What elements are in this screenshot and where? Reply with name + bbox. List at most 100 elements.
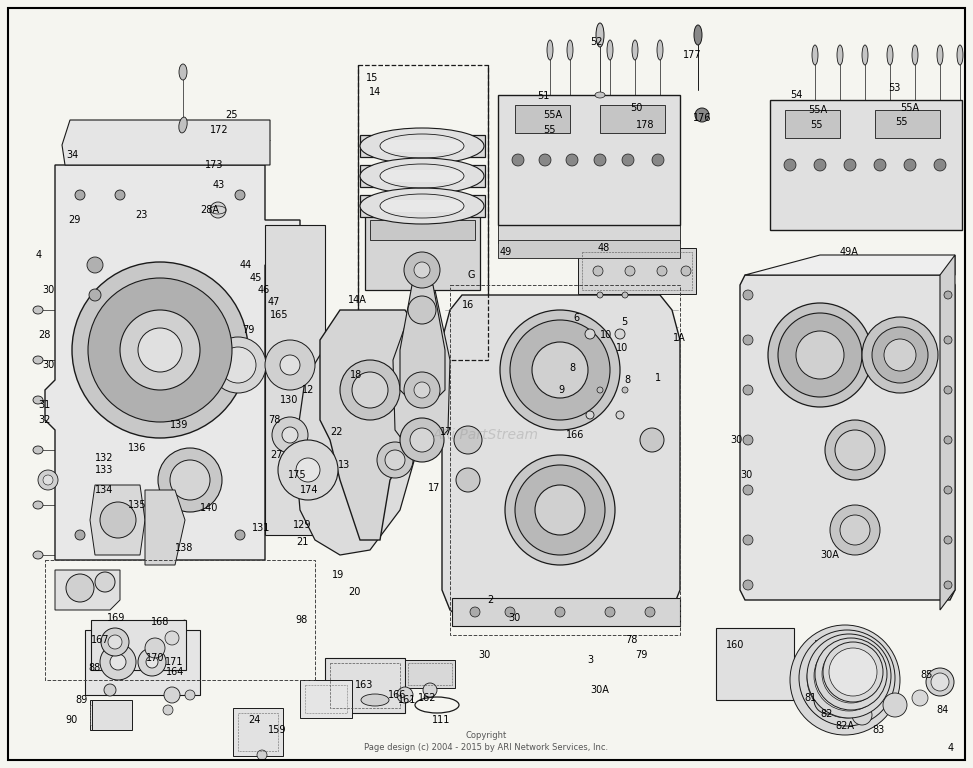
Text: 27: 27 <box>270 450 282 460</box>
Circle shape <box>115 530 125 540</box>
Text: 162: 162 <box>418 693 437 703</box>
Text: 3: 3 <box>587 655 594 665</box>
Circle shape <box>743 580 753 590</box>
Bar <box>365 215 480 290</box>
Circle shape <box>814 641 884 711</box>
Circle shape <box>645 607 655 617</box>
Circle shape <box>43 475 53 485</box>
Bar <box>582 252 692 290</box>
Circle shape <box>95 572 115 592</box>
Bar <box>515 105 570 133</box>
Circle shape <box>652 154 664 166</box>
Ellipse shape <box>360 188 484 224</box>
Text: 2: 2 <box>487 595 493 605</box>
Text: 166: 166 <box>566 430 585 440</box>
Ellipse shape <box>360 158 484 194</box>
Text: 49A: 49A <box>840 247 859 257</box>
Circle shape <box>108 635 122 649</box>
Bar <box>405 660 455 688</box>
Text: 79: 79 <box>635 650 647 660</box>
Polygon shape <box>400 285 445 400</box>
Text: 176: 176 <box>693 113 711 123</box>
Circle shape <box>235 190 245 200</box>
Bar <box>370 220 475 240</box>
Text: 47: 47 <box>268 297 280 307</box>
Bar <box>815 640 845 695</box>
Circle shape <box>539 154 551 166</box>
Bar <box>90 700 130 730</box>
Circle shape <box>404 252 440 288</box>
Text: 6: 6 <box>573 313 579 323</box>
Bar <box>85 630 200 695</box>
Bar <box>233 708 283 756</box>
Text: 111: 111 <box>432 715 450 725</box>
Text: 14A: 14A <box>348 295 367 305</box>
Circle shape <box>605 607 615 617</box>
Text: 10: 10 <box>600 330 612 340</box>
Polygon shape <box>62 120 270 165</box>
Bar <box>238 713 278 751</box>
Ellipse shape <box>547 40 553 60</box>
Ellipse shape <box>837 45 843 65</box>
Text: 45: 45 <box>250 273 263 283</box>
Ellipse shape <box>33 306 43 314</box>
Circle shape <box>88 278 232 422</box>
Circle shape <box>615 329 625 339</box>
Circle shape <box>454 426 482 454</box>
Circle shape <box>807 638 887 718</box>
Circle shape <box>790 625 900 735</box>
Circle shape <box>822 645 880 703</box>
Text: 159: 159 <box>268 725 286 735</box>
Circle shape <box>825 420 885 480</box>
Circle shape <box>515 465 605 555</box>
Bar <box>770 100 962 230</box>
Circle shape <box>796 331 844 379</box>
Text: 163: 163 <box>355 680 374 690</box>
Ellipse shape <box>33 501 43 509</box>
Text: 43: 43 <box>213 180 226 190</box>
Ellipse shape <box>33 551 43 559</box>
Bar <box>360 135 485 157</box>
Text: 14: 14 <box>369 87 381 97</box>
Circle shape <box>512 154 524 166</box>
Bar <box>785 110 840 138</box>
Text: 171: 171 <box>165 657 184 667</box>
Circle shape <box>158 448 222 512</box>
Text: 136: 136 <box>128 443 146 453</box>
Circle shape <box>743 335 753 345</box>
Circle shape <box>115 190 125 200</box>
Text: 88: 88 <box>88 663 100 673</box>
Text: 34: 34 <box>66 150 78 160</box>
Text: ARi PartStream: ARi PartStream <box>433 428 539 442</box>
Circle shape <box>272 417 308 453</box>
Ellipse shape <box>937 45 943 65</box>
Bar <box>716 628 794 700</box>
Text: Page design (c) 2004 - 2015 by ARI Network Services, Inc.: Page design (c) 2004 - 2015 by ARI Netwo… <box>364 743 608 753</box>
Text: 18: 18 <box>350 370 362 380</box>
Bar <box>45 560 315 680</box>
Text: 169: 169 <box>107 613 126 623</box>
Circle shape <box>597 387 603 393</box>
Text: 44: 44 <box>240 260 252 270</box>
Circle shape <box>296 458 320 482</box>
Circle shape <box>840 515 870 545</box>
Circle shape <box>820 692 836 708</box>
Text: 20: 20 <box>348 587 360 597</box>
Circle shape <box>414 382 430 398</box>
Circle shape <box>944 581 952 589</box>
Circle shape <box>814 686 842 714</box>
Circle shape <box>100 502 136 538</box>
Circle shape <box>844 159 856 171</box>
Circle shape <box>743 435 753 445</box>
Text: 78: 78 <box>625 635 637 645</box>
Ellipse shape <box>361 694 389 706</box>
Text: 30A: 30A <box>590 685 609 695</box>
Ellipse shape <box>360 128 484 164</box>
Circle shape <box>340 360 400 420</box>
Text: 174: 174 <box>300 485 318 495</box>
Circle shape <box>852 705 872 725</box>
Circle shape <box>586 411 594 419</box>
Polygon shape <box>393 290 450 450</box>
Text: 89: 89 <box>75 695 88 705</box>
Circle shape <box>944 486 952 494</box>
